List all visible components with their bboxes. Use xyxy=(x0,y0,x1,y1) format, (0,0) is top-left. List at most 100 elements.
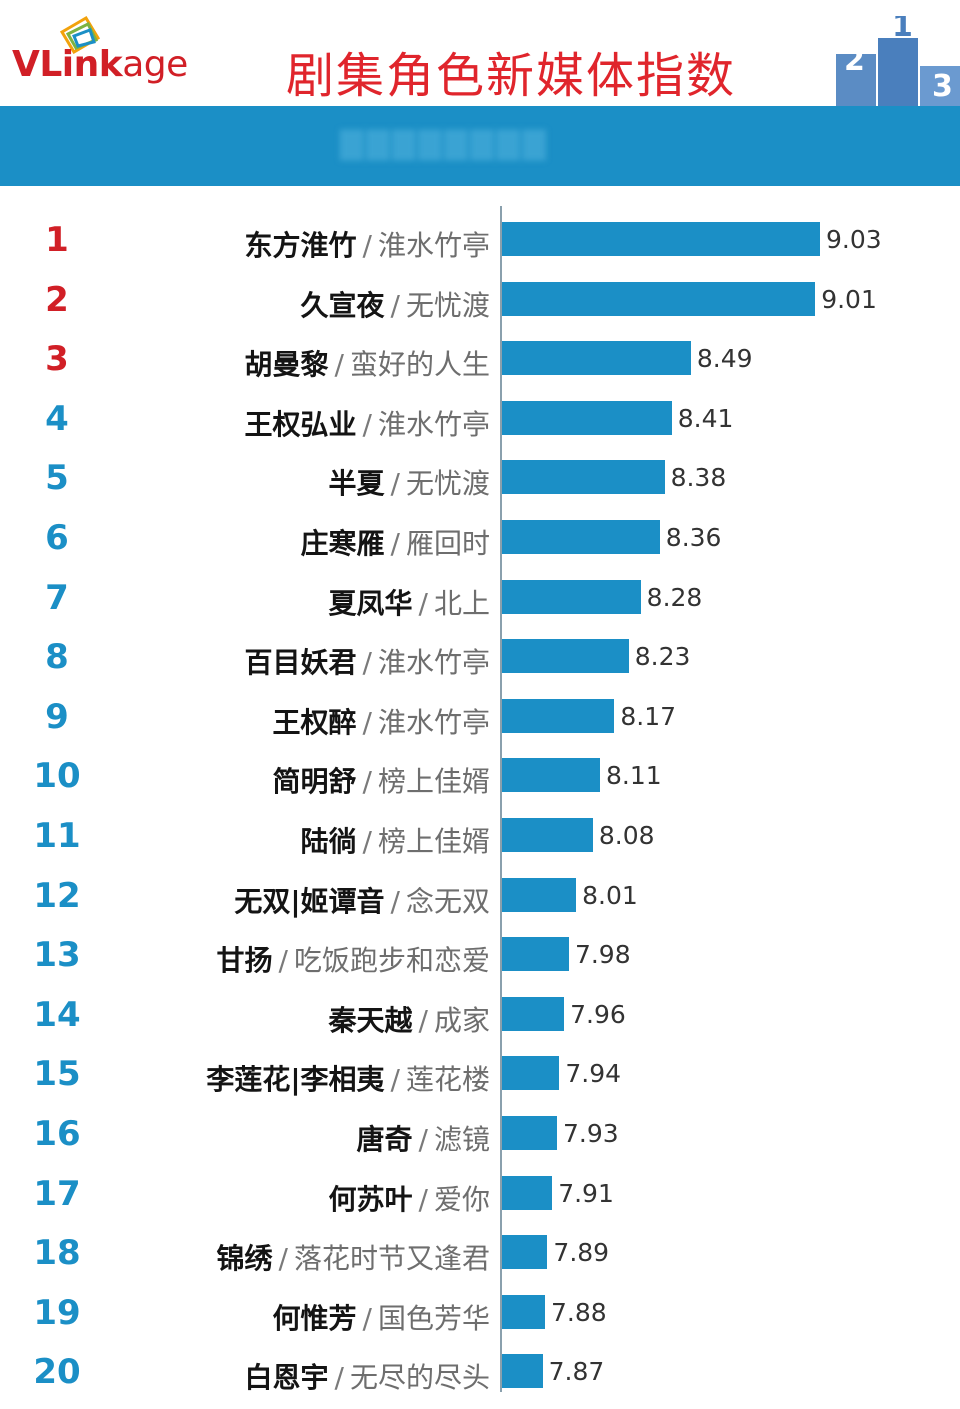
category-label: 半夏 / 无忧渡 xyxy=(329,462,490,502)
drama-name: 念无双 xyxy=(405,884,490,918)
category-label: 王权醉 / 淮水竹亭 xyxy=(273,701,490,741)
bar xyxy=(502,1294,546,1329)
label-separator: / xyxy=(418,1003,428,1037)
value-label: 8.01 xyxy=(582,880,638,910)
role-name: 李莲花|李相夷 xyxy=(206,1063,385,1097)
chart-row: 10 简明舒 / 榜上佳婿 8.11 xyxy=(0,744,960,804)
chart-row: 20 白恩宇 / 无尽的尽头 7.87 xyxy=(0,1340,960,1400)
chart-row: 17 何苏叶 / 爱你 7.91 xyxy=(0,1162,960,1222)
bar xyxy=(502,520,660,554)
role-name: 何苏叶 xyxy=(328,1182,413,1216)
header: VLink age 剧集角色新媒体指数 2 1 3 xyxy=(0,0,960,106)
role-name: 唐奇 xyxy=(356,1123,413,1156)
title-band: ▇▇▇▇▇▇▇▇ xyxy=(0,106,960,186)
drama-name: 无尽的尽头 xyxy=(349,1361,490,1395)
drama-name: 榜上佳婿 xyxy=(377,825,490,858)
category-label: 何苏叶 / 爱你 xyxy=(329,1178,490,1218)
label-separator: / xyxy=(362,825,372,858)
category-label: 何惟芳 / 国色芳华 xyxy=(273,1297,490,1337)
chart-row: 1 东方淮竹 / 淮水竹亭 9.03 xyxy=(0,208,960,268)
role-name: 何惟芳 xyxy=(272,1301,357,1335)
bar xyxy=(502,341,691,376)
value-label: 8.08 xyxy=(598,821,655,850)
value-label: 8.28 xyxy=(646,582,703,612)
bar xyxy=(502,996,565,1031)
role-name: 简明舒 xyxy=(272,765,357,799)
chart-row: 6 庄寒雁 / 雁回时 8.36 xyxy=(0,506,960,566)
role-name: 久宣夜 xyxy=(300,288,385,322)
label-separator: / xyxy=(390,467,400,501)
value-label: 7.91 xyxy=(558,1178,614,1208)
label-separator: / xyxy=(334,1361,344,1395)
bar xyxy=(502,579,641,614)
chart-row: 8 百目妖君 / 淮水竹亭 8.23 xyxy=(0,625,960,685)
bar xyxy=(502,400,672,435)
label-separator: / xyxy=(334,348,344,382)
logo-text-bold: VLink xyxy=(12,44,123,85)
role-name: 夏凤华 xyxy=(328,586,413,620)
rank-number: 4 xyxy=(45,398,69,439)
value-label: 8.23 xyxy=(634,642,691,672)
category-label: 唐奇 / 滤镜 xyxy=(357,1118,490,1158)
drama-name: 淮水竹亭 xyxy=(377,407,490,441)
role-name: 胡曼黎 xyxy=(244,348,329,382)
role-name: 锦绣 xyxy=(216,1242,273,1276)
chart-row: 7 夏凤华 / 北上 8.28 xyxy=(0,566,960,626)
bar xyxy=(502,639,629,674)
value-label: 8.36 xyxy=(665,523,722,552)
label-separator: / xyxy=(278,1242,288,1276)
category-label: 东方淮竹 / 淮水竹亭 xyxy=(245,224,490,264)
role-name: 百目妖君 xyxy=(244,646,357,680)
rank-number: 7 xyxy=(45,577,69,618)
bar xyxy=(502,1116,557,1150)
blurred-subtitle: ▇▇▇▇▇▇▇▇ xyxy=(340,126,549,161)
svg-text:1: 1 xyxy=(892,16,913,44)
drama-name: 莲花楼 xyxy=(405,1063,490,1097)
drama-name: 滤镜 xyxy=(433,1123,490,1156)
rank-number: 3 xyxy=(45,339,69,380)
bar xyxy=(502,818,593,852)
rank-number: 1 xyxy=(45,220,69,260)
bar xyxy=(502,281,816,316)
drama-name: 吃饭跑步和恋爱 xyxy=(293,944,490,978)
chart-row: 13 甘扬 / 吃饭跑步和恋爱 7.98 xyxy=(0,923,960,983)
label-separator: / xyxy=(362,407,372,441)
drama-name: 蛮好的人生 xyxy=(349,348,490,382)
value-label: 8.38 xyxy=(670,463,727,493)
label-separator: / xyxy=(390,884,400,918)
role-name: 王权醉 xyxy=(272,705,357,739)
category-label: 百目妖君 / 淮水竹亭 xyxy=(245,641,490,681)
role-name: 东方淮竹 xyxy=(244,229,357,262)
rank-number: 10 xyxy=(33,756,81,797)
bar xyxy=(502,1175,553,1210)
label-separator: / xyxy=(390,1063,400,1097)
drama-name: 爱你 xyxy=(433,1182,490,1216)
svg-text:3: 3 xyxy=(932,69,953,104)
label-separator: / xyxy=(418,1182,428,1216)
label-separator: / xyxy=(390,527,400,560)
value-label: 9.03 xyxy=(826,225,882,254)
role-name: 无双|姬谭音 xyxy=(234,884,385,918)
drama-name: 淮水竹亭 xyxy=(377,646,490,680)
chart-row: 5 半夏 / 无忧渡 8.38 xyxy=(0,446,960,506)
logo-text-rest: age xyxy=(122,44,188,85)
chart-row: 16 唐奇 / 滤镜 7.93 xyxy=(0,1102,960,1162)
rank-number: 16 xyxy=(33,1114,81,1154)
label-separator: / xyxy=(362,229,372,262)
role-name: 陆徜 xyxy=(300,825,357,858)
drama-name: 落花时节又逢君 xyxy=(293,1242,490,1276)
chart-row: 9 王权醉 / 淮水竹亭 8.17 xyxy=(0,685,960,745)
category-label: 白恩宇 / 无尽的尽头 xyxy=(245,1356,490,1396)
chart-row: 2 久宣夜 / 无忧渡 9.01 xyxy=(0,268,960,328)
svg-text:2: 2 xyxy=(844,43,865,78)
bar xyxy=(502,877,577,912)
role-name: 秦天越 xyxy=(328,1003,413,1037)
rank-number: 12 xyxy=(33,875,81,916)
logo-mark-icon xyxy=(59,15,101,54)
bar xyxy=(502,1354,543,1389)
value-label: 8.41 xyxy=(677,403,734,433)
value-label: 8.49 xyxy=(696,344,753,374)
category-label: 秦天越 / 成家 xyxy=(329,999,490,1039)
category-label: 庄寒雁 / 雁回时 xyxy=(301,522,490,562)
value-label: 7.98 xyxy=(574,940,631,970)
